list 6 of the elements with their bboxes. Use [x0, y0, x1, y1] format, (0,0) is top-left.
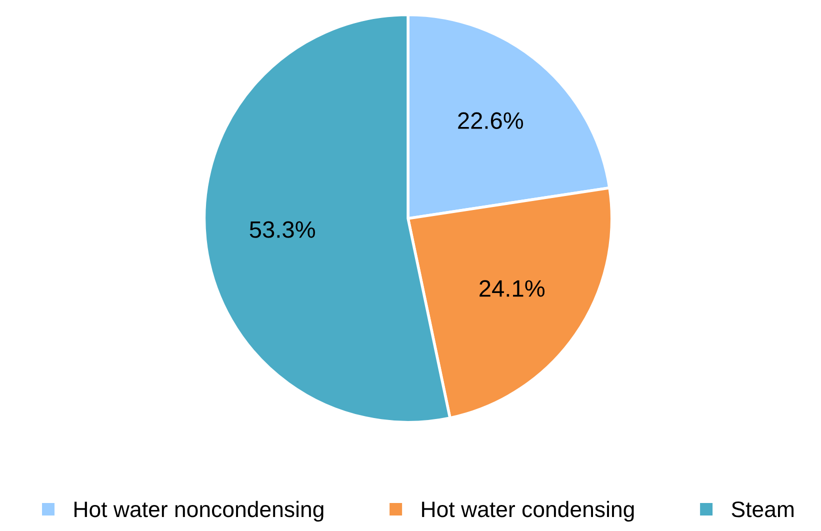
- data-label: 22.6%: [458, 112, 524, 130]
- legend-label: Steam: [732, 501, 794, 518]
- legend-label: Hot water noncondensing: [74, 500, 324, 522]
- data-label: 24.1%: [480, 280, 545, 297]
- legend-label: Hot water condensing: [422, 500, 634, 522]
- data-label: 53.3%: [250, 221, 315, 238]
